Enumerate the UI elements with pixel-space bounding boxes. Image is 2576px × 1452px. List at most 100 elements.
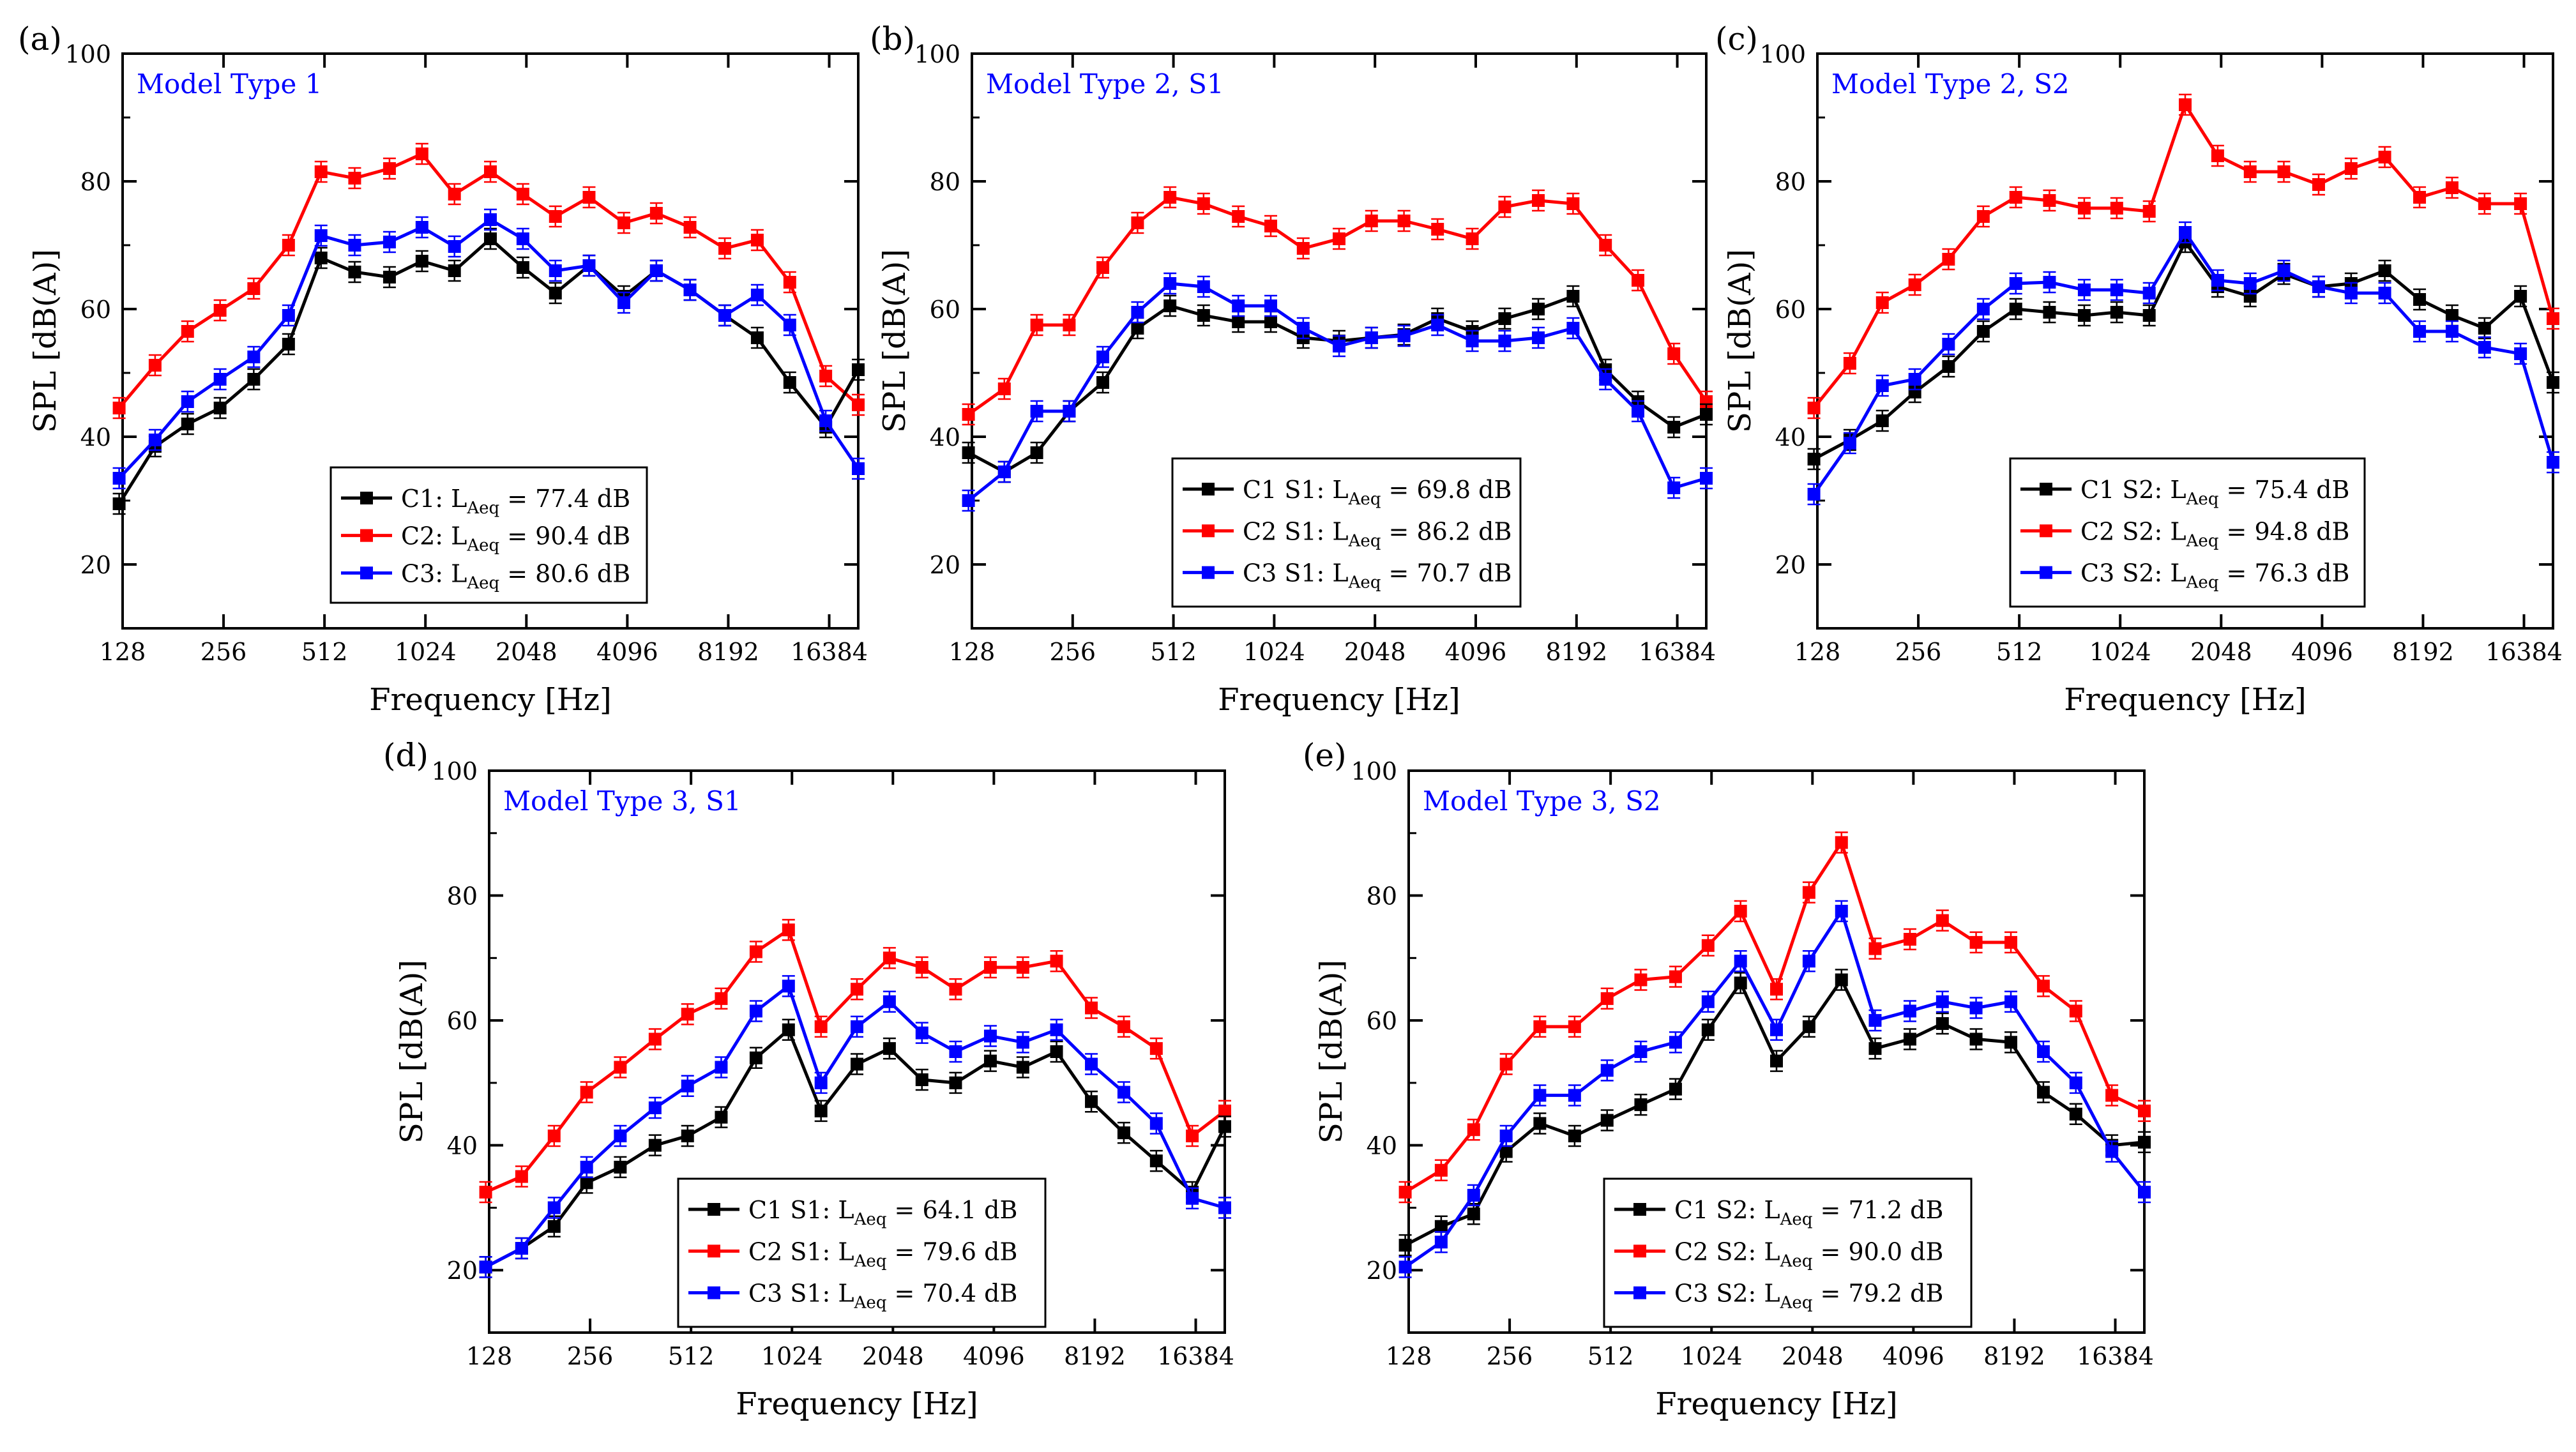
y-tick-label: 40	[1367, 1132, 1397, 1160]
data-point	[2478, 322, 2491, 335]
data-point	[2547, 376, 2559, 389]
data-point	[2036, 979, 2050, 993]
x-tick-label: 128	[466, 1342, 513, 1370]
data-point	[681, 1130, 694, 1142]
data-point	[2069, 1004, 2082, 1018]
data-point	[383, 236, 396, 248]
x-tick-label: 4096	[963, 1342, 1025, 1370]
data-point	[1030, 405, 1043, 418]
data-point	[2138, 1104, 2151, 1117]
data-point	[1667, 421, 1681, 434]
data-point	[1802, 1020, 1815, 1033]
data-point	[2004, 995, 2018, 1008]
y-tick-label: 40	[930, 423, 960, 451]
data-point	[484, 213, 497, 226]
data-point	[1149, 1154, 1163, 1168]
data-point	[2069, 1076, 2082, 1089]
legend-entry: C2: LAeq = 90.4 dB	[401, 522, 630, 556]
data-point	[1467, 1188, 1480, 1202]
data-point	[1734, 905, 1747, 918]
data-point	[783, 376, 796, 389]
data-point	[1599, 239, 1612, 252]
data-point	[2344, 162, 2358, 175]
x-tick-label: 128	[100, 638, 146, 666]
data-point	[112, 472, 126, 485]
x-tick-label: 2048	[496, 638, 557, 666]
data-point	[1466, 232, 1479, 245]
y-axis-label: SPL [dB(A)]	[1314, 960, 1349, 1144]
legend-entry: C1 S1: LAeq = 69.8 dB	[1243, 476, 1512, 509]
legend-marker	[708, 1203, 720, 1216]
data-point	[2077, 284, 2091, 296]
data-point	[1365, 215, 1378, 227]
data-point	[1431, 319, 1444, 331]
data-point	[1163, 191, 1177, 204]
data-point	[247, 351, 261, 363]
legend-entry: C3 S2: LAeq = 79.2 dB	[1674, 1280, 1943, 1313]
x-tick-label: 256	[1050, 638, 1096, 666]
data-point	[1498, 200, 1512, 213]
data-point	[1807, 488, 1821, 501]
y-tick-label: 40	[447, 1132, 478, 1160]
data-point	[750, 331, 764, 344]
data-point	[2211, 149, 2224, 162]
legend-marker	[1633, 1244, 1646, 1258]
data-point	[749, 1051, 762, 1064]
data-point	[2413, 191, 2427, 204]
data-point	[1807, 402, 1821, 414]
y-tick-label: 60	[447, 1007, 478, 1035]
data-point	[1533, 1117, 1547, 1130]
data-point	[1976, 325, 1990, 338]
y-tick-label: 60	[1775, 296, 1806, 324]
data-point	[1936, 995, 1949, 1008]
data-point	[1264, 220, 1278, 232]
data-point	[2445, 181, 2459, 194]
legend: C1: LAeq = 77.4 dB C2: LAeq = 90.4 dBC3: …	[330, 466, 648, 604]
data-point	[1197, 197, 1210, 210]
data-point	[2547, 312, 2559, 325]
data-point	[983, 1054, 997, 1068]
x-tick-label: 128	[949, 638, 996, 666]
legend-box	[677, 1177, 1047, 1328]
data-point	[1807, 453, 1821, 465]
data-point	[750, 289, 764, 301]
panel-label: (c)	[1715, 20, 1758, 57]
data-point	[547, 1220, 561, 1233]
chart-panel: (a) 20 40 60 80 100 128 256 512 1024 2048 4096 8192 1…	[18, 20, 868, 718]
x-tick-label: 256	[567, 1342, 614, 1370]
data-point	[1532, 331, 1545, 344]
data-point	[2378, 264, 2391, 277]
y-tick-label: 60	[80, 296, 111, 324]
plot-frame	[1407, 769, 2146, 1334]
data-point	[1533, 1020, 1547, 1033]
data-point	[683, 284, 697, 296]
data-point	[1600, 1064, 1614, 1077]
data-point	[614, 1160, 627, 1174]
y-tick-label: 80	[1367, 882, 1397, 911]
data-point	[415, 147, 428, 160]
data-point	[2069, 1107, 2082, 1121]
legend-marker	[360, 529, 373, 542]
data-point	[2478, 197, 2491, 210]
data-point	[2142, 287, 2156, 299]
data-point	[112, 402, 126, 414]
data-point	[181, 418, 194, 430]
legend-entry: C1 S2: LAeq = 71.2 dB	[1674, 1196, 1943, 1229]
data-point	[1296, 242, 1310, 255]
data-point	[2277, 264, 2291, 277]
data-point	[749, 1004, 762, 1018]
data-point	[648, 1138, 662, 1152]
data-point	[1843, 357, 1856, 370]
data-point	[1186, 1191, 1199, 1205]
data-point	[2243, 277, 2257, 290]
legend-entry: C3 S1: LAeq = 70.4 dB	[748, 1280, 1017, 1313]
data-point	[1163, 277, 1177, 290]
data-point	[314, 252, 328, 264]
x-tick-label: 2048	[862, 1342, 924, 1370]
x-tick-label: 256	[1895, 638, 1942, 666]
legend-box	[2009, 457, 2366, 608]
data-point	[648, 1032, 662, 1046]
data-point	[1296, 322, 1310, 335]
data-point	[1868, 1042, 1882, 1055]
